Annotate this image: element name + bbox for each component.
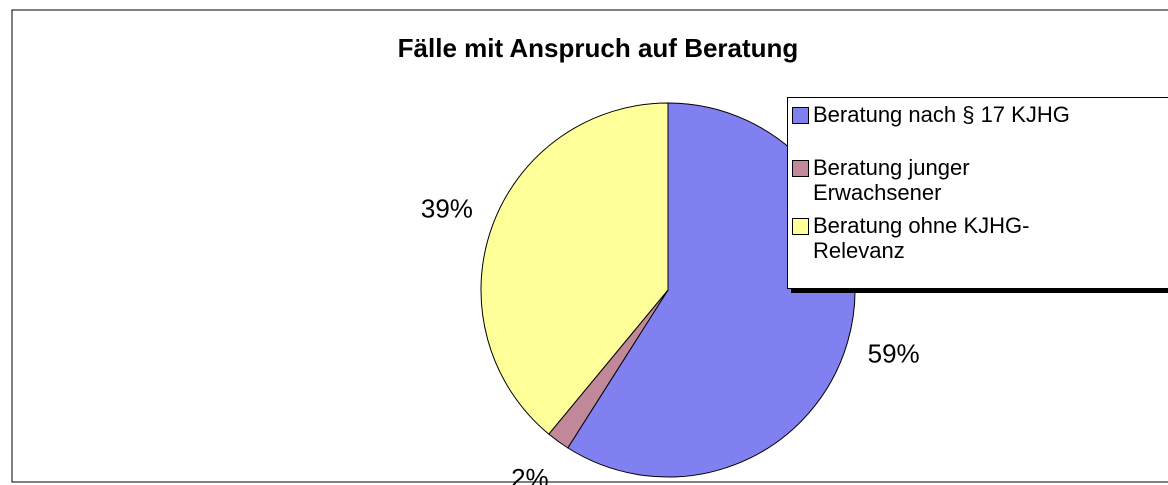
legend-entry: Beratung junger Erwachsener — [792, 155, 1168, 205]
legend-entry: Beratung nach § 17 KJHG — [792, 102, 1168, 127]
legend-swatch — [792, 160, 809, 177]
data-label: 2% — [511, 463, 549, 485]
legend-swatch — [792, 107, 809, 124]
data-label: 39% — [421, 193, 473, 223]
legend-label: Beratung junger Erwachsener — [813, 155, 970, 205]
legend: Beratung nach § 17 KJHG Beratung junger E… — [787, 97, 1168, 289]
legend-entry: Beratung ohne KJHG-Relevanz — [792, 213, 1168, 263]
pie-slice — [567, 102, 856, 478]
legend-swatch — [792, 218, 809, 235]
chart-title: Fälle mit Anspruch auf Beratung — [398, 33, 799, 63]
pie-slice — [480, 102, 669, 435]
legend-label: Beratung nach § 17 KJHG — [813, 102, 1070, 127]
data-label: 59% — [868, 338, 920, 368]
legend-label: Beratung ohne KJHG-Relevanz — [813, 213, 1030, 263]
